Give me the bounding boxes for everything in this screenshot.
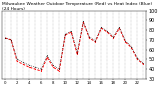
Text: Milwaukee Weather Outdoor Temperature (Red) vs Heat Index (Blue) (24 Hours): Milwaukee Weather Outdoor Temperature (R…: [2, 2, 152, 11]
